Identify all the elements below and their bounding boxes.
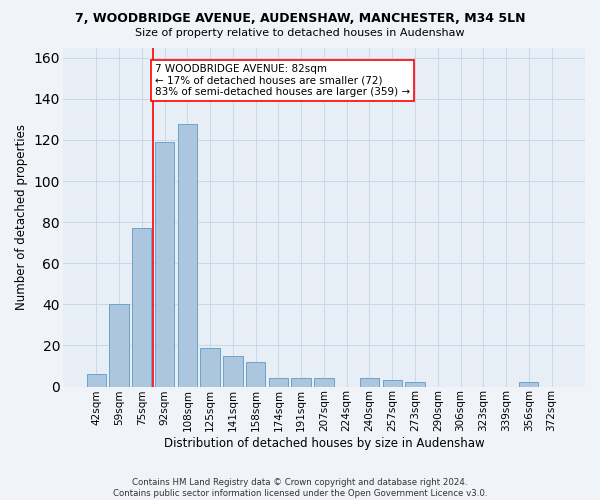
- Bar: [383, 380, 402, 386]
- Text: 7, WOODBRIDGE AVENUE, AUDENSHAW, MANCHESTER, M34 5LN: 7, WOODBRIDGE AVENUE, AUDENSHAW, MANCHES…: [75, 12, 525, 26]
- X-axis label: Distribution of detached houses by size in Audenshaw: Distribution of detached houses by size …: [164, 437, 484, 450]
- Bar: [155, 142, 174, 386]
- Bar: [519, 382, 538, 386]
- Text: 7 WOODBRIDGE AVENUE: 82sqm
← 17% of detached houses are smaller (72)
83% of semi: 7 WOODBRIDGE AVENUE: 82sqm ← 17% of deta…: [155, 64, 410, 97]
- Bar: [132, 228, 151, 386]
- Bar: [314, 378, 334, 386]
- Bar: [292, 378, 311, 386]
- Bar: [406, 382, 425, 386]
- Bar: [109, 304, 128, 386]
- Bar: [200, 348, 220, 387]
- Bar: [269, 378, 288, 386]
- Text: Contains HM Land Registry data © Crown copyright and database right 2024.
Contai: Contains HM Land Registry data © Crown c…: [113, 478, 487, 498]
- Text: Size of property relative to detached houses in Audenshaw: Size of property relative to detached ho…: [135, 28, 465, 38]
- Bar: [360, 378, 379, 386]
- Y-axis label: Number of detached properties: Number of detached properties: [15, 124, 28, 310]
- Bar: [246, 362, 265, 386]
- Bar: [178, 124, 197, 386]
- Bar: [86, 374, 106, 386]
- Bar: [223, 356, 242, 386]
